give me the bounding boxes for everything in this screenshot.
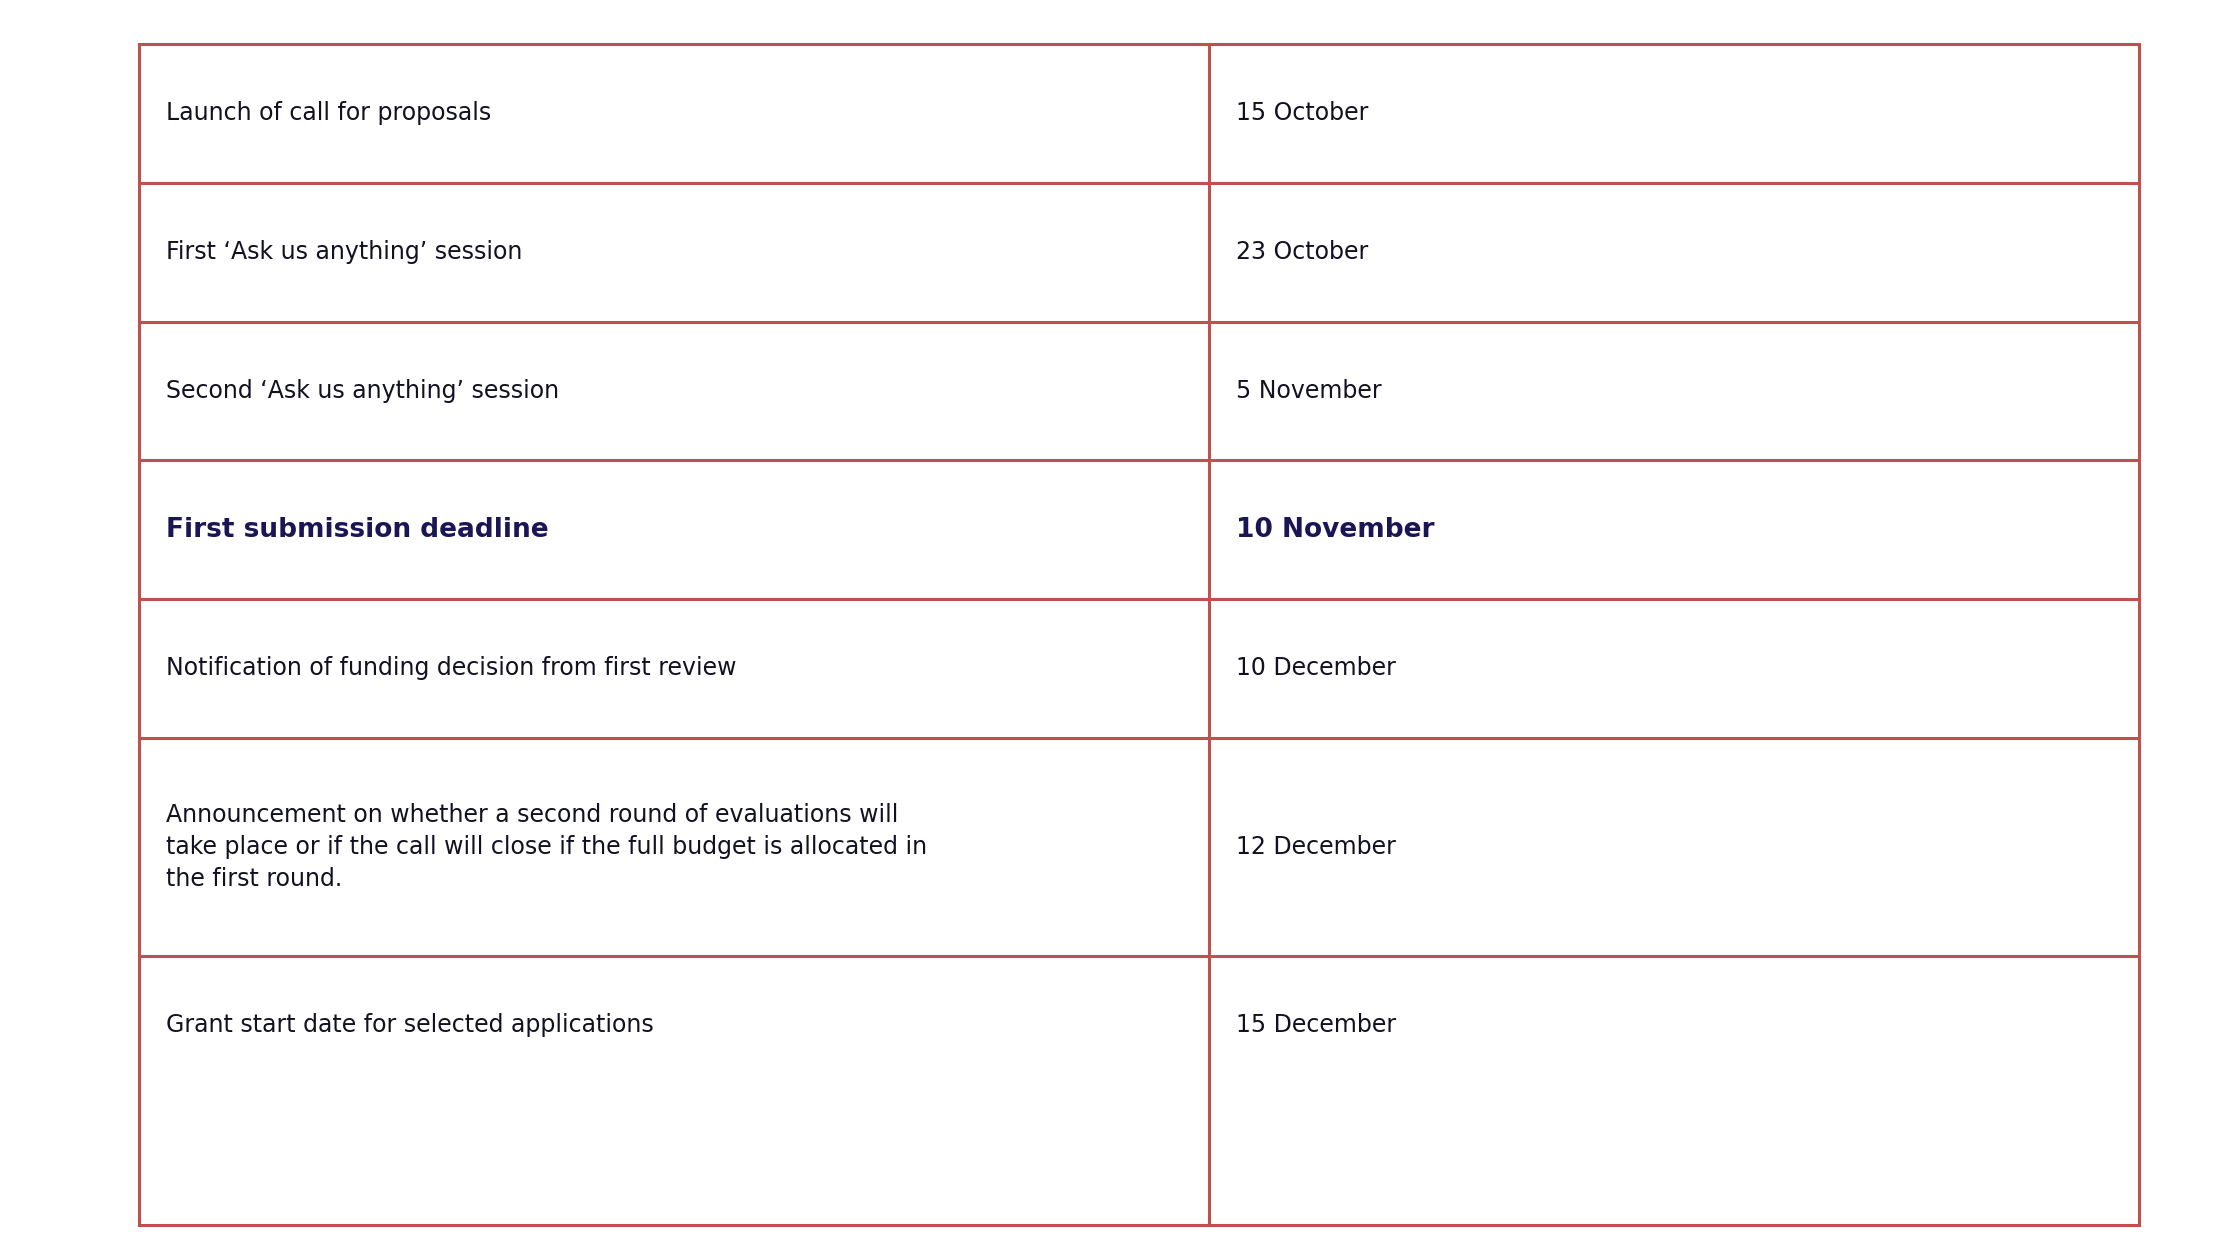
Bar	[139, 44, 2139, 1225]
Text: 10 November: 10 November	[1236, 517, 1434, 543]
Text: First ‘Ask us anything’ session: First ‘Ask us anything’ session	[166, 241, 522, 265]
Text: 15 October: 15 October	[1236, 102, 1369, 126]
Text: 12 December: 12 December	[1236, 835, 1396, 859]
Text: Grant start date for selected applications: Grant start date for selected applicatio…	[166, 1013, 654, 1037]
Text: First submission deadline: First submission deadline	[166, 517, 549, 543]
Text: Launch of call for proposals: Launch of call for proposals	[166, 102, 491, 126]
Text: Announcement on whether a second round of evaluations will
take place or if the : Announcement on whether a second round o…	[166, 804, 927, 891]
Text: Second ‘Ask us anything’ session: Second ‘Ask us anything’ session	[166, 379, 560, 403]
Text: Notification of funding decision from first review: Notification of funding decision from fi…	[166, 656, 737, 680]
Text: 10 December: 10 December	[1236, 656, 1396, 680]
Text: 23 October: 23 October	[1236, 241, 1369, 265]
Text: 15 December: 15 December	[1236, 1013, 1396, 1037]
Text: 5 November: 5 November	[1236, 379, 1382, 403]
